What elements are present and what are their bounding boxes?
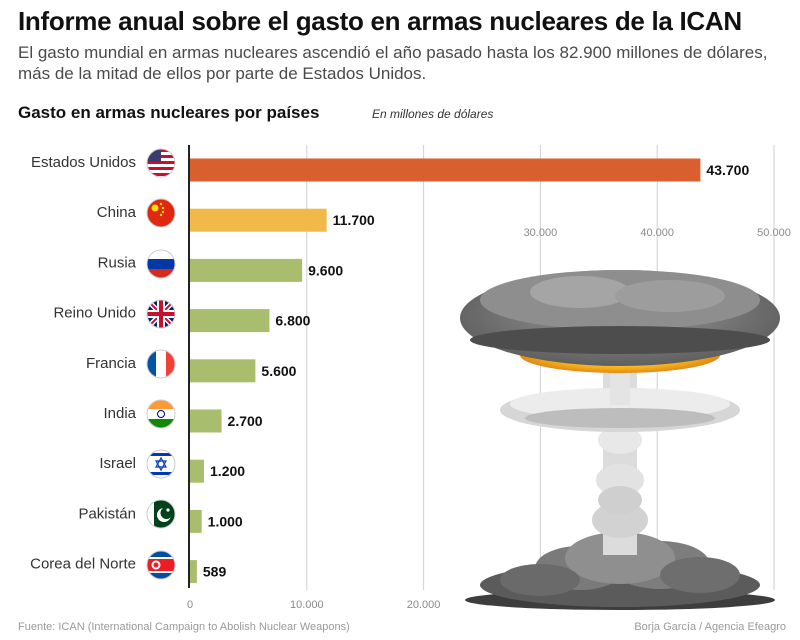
category-label: Corea del Norte [30,556,136,573]
israel-flag-icon [146,449,176,479]
uk-flag-icon [146,299,176,329]
credit-note: Borja García / Agencia Efeagro [634,621,786,633]
usa-flag-icon [146,148,176,178]
bar-layer [190,158,701,584]
category-label: Rusia [98,254,137,271]
grid-layer [306,145,775,590]
data-label: 1.200 [210,463,245,479]
x-tick-label: 30.000 [524,227,558,239]
category-label: Pakistán [78,505,136,522]
data-label: 589 [203,564,227,580]
chart-units: En millones de dólares [372,107,494,121]
india-flag-icon [146,399,176,429]
x-tick-label: 40.000 [640,227,674,239]
category-label: Reino Unido [53,305,136,322]
bar [190,409,222,433]
category-label: India [103,405,136,422]
data-label: 5.600 [261,363,296,379]
page-subtitle: El gasto mundial en armas nucleares asce… [18,43,768,83]
data-label: 2.700 [228,413,263,429]
bar [190,459,205,483]
data-label: 1.000 [208,513,243,529]
pakistan-flag-icon [146,499,176,529]
category-label: Israel [99,455,136,472]
mushroom-cloud-illustration [460,270,780,610]
page-title: Informe anual sobre el gasto en armas nu… [18,6,742,36]
bar [190,560,197,584]
tick-layer: 0 10.000 20.000 30.000 40.000 50.000 [187,227,791,611]
russia-flag-icon [146,249,176,279]
chart-title: Gasto en armas nucleares por países [18,103,320,122]
category-label: China [97,204,137,221]
category-label: Estados Unidos [31,154,136,171]
data-label: 9.600 [308,262,343,278]
bar [190,158,701,182]
bar [190,509,202,533]
bar [190,359,256,383]
x-tick-label: 0 [187,599,193,611]
china-flag-icon [146,198,176,228]
data-label: 43.700 [706,162,749,178]
flag-layer [146,148,176,580]
data-label: 6.800 [275,313,310,329]
north-korea-flag-icon [146,550,176,580]
bar [190,258,303,282]
bar [190,208,327,232]
source-note: Fuente: ICAN (International Campaign to … [18,621,350,633]
data-label: 11.700 [333,212,375,228]
category-label: Francia [86,355,137,372]
x-tick-label: 10.000 [290,599,324,611]
bar [190,309,270,333]
france-flag-icon [146,349,176,379]
x-tick-label: 20.000 [407,599,441,611]
label-layer: 43.700 Estados Unidos 11.700 China 9.600 Rusi… [30,154,749,580]
x-tick-label: 50.000 [757,227,791,239]
